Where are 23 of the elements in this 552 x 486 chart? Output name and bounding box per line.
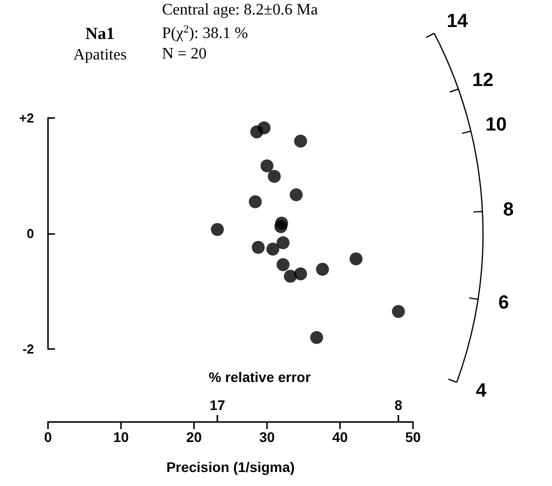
text: Central age: 8.2±0.6 Ma	[162, 2, 318, 18]
x-tick-label: 20	[186, 429, 202, 445]
text: 12	[472, 70, 494, 91]
text: N = 20	[162, 46, 207, 62]
text: 8	[394, 397, 402, 413]
x-tick-label: 30	[259, 429, 275, 445]
text: 17	[210, 397, 226, 413]
y-tick-label: -2	[22, 342, 34, 356]
text: 10	[486, 114, 507, 136]
y-tick-label: +2	[19, 110, 34, 126]
x-axis-title: Precision (1/sigma)	[166, 459, 295, 475]
x-tick-label: 50	[405, 429, 421, 445]
text: 8	[503, 200, 514, 221]
x-tick-label: 0	[44, 429, 52, 445]
text: 6	[498, 292, 509, 314]
x-tick-label: 40	[332, 429, 348, 445]
y-tick-label: 0	[26, 226, 34, 241]
text: 14	[446, 10, 468, 32]
text: 4	[476, 380, 487, 402]
chart-title: Na1	[85, 24, 115, 43]
text: % relative error	[208, 369, 312, 385]
x-tick-label: 10	[113, 429, 129, 445]
chart-subtitle: Apatites	[73, 46, 127, 64]
